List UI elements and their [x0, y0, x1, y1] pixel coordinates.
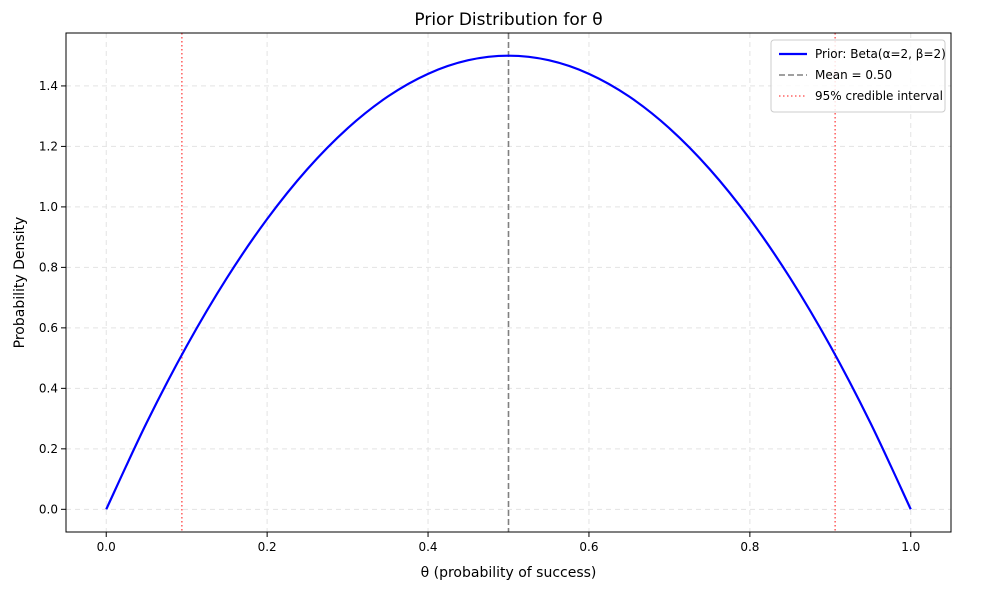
y-tick-label: 0.4	[39, 381, 58, 395]
curve-layer	[105, 54, 912, 510]
chart-title: Prior Distribution for θ	[414, 10, 602, 30]
y-tick-label: 1.0	[39, 200, 58, 214]
plot-frame	[65, 32, 952, 533]
y-tick-label: 1.2	[39, 139, 58, 153]
legend-label: Prior: Beta(α=2, β=2)	[815, 47, 946, 61]
x-tick-label: 1.0	[901, 540, 920, 554]
legend: Prior: Beta(α=2, β=2) Mean = 0.50 95% cred…	[770, 39, 946, 113]
x-tick-label: 0.6	[579, 540, 598, 554]
y-tick-label: 0.6	[39, 321, 58, 335]
y-axis-ticks: 0.0 0.2 0.4 0.6 0.8 1.0 1.2 1.4	[39, 79, 66, 516]
x-axis-title: θ (probability of success)	[421, 565, 597, 581]
x-axis-ticks: 0.0 0.2 0.4 0.6 0.8 1.0	[97, 532, 920, 554]
y-tick-label: 0.8	[39, 260, 58, 274]
x-tick-label: 0.4	[418, 540, 437, 554]
y-tick-label: 0.2	[39, 442, 58, 456]
x-tick-label: 0.2	[258, 540, 277, 554]
y-tick-label: 0.0	[39, 502, 58, 516]
reference-lines	[181, 33, 836, 532]
y-axis-title: Probability Density	[12, 217, 28, 349]
legend-box	[770, 39, 946, 113]
x-tick-label: 0.8	[740, 540, 759, 554]
prior-density-curve	[105, 54, 912, 510]
y-tick-label: 1.4	[39, 79, 58, 93]
legend-label: Mean = 0.50	[815, 68, 892, 82]
x-tick-label: 0.0	[97, 540, 116, 554]
legend-label: 95% credible interval	[815, 89, 943, 103]
